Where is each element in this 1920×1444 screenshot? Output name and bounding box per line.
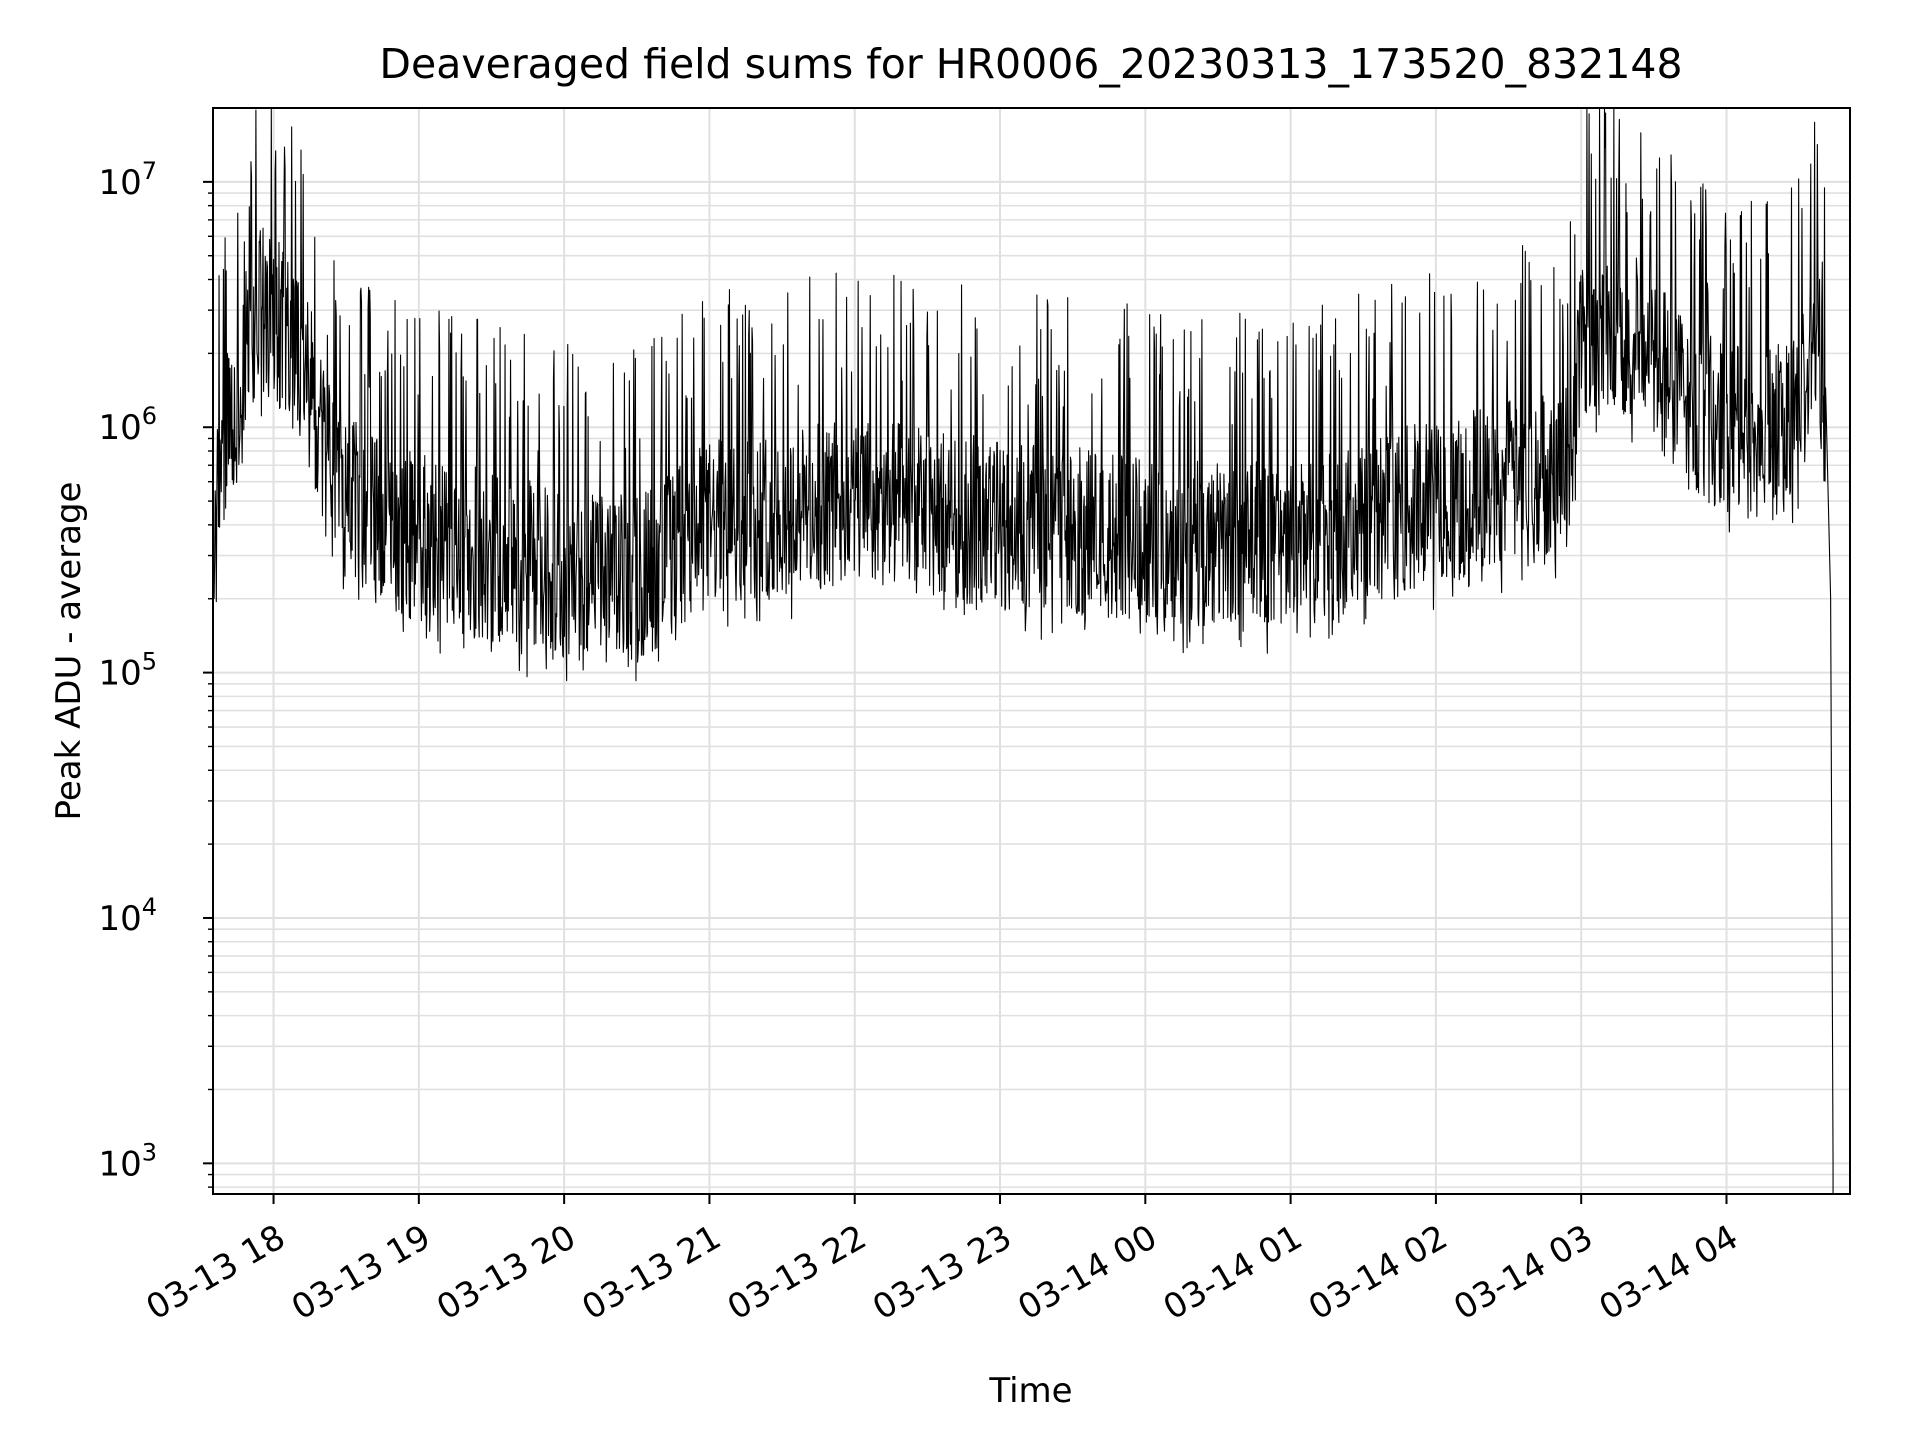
y-tick-label: 105: [98, 648, 157, 694]
y-tick-label: 106: [98, 402, 157, 448]
x-axis-label: Time: [988, 1371, 1072, 1411]
y-axis-label: Peak ADU - average: [49, 482, 89, 821]
y-tick-label: 103: [98, 1138, 157, 1184]
y-tick-label: 107: [98, 157, 157, 203]
series-layer: [212, 107, 1834, 1194]
y-tick-label: 104: [98, 893, 157, 939]
y-axis-ticks: 103 104 105 106 107: [98, 157, 213, 1188]
plot-area-frame: [212, 107, 1851, 1195]
minor-gridlines: [213, 192, 1850, 1188]
series-line: [212, 107, 1834, 1194]
chart-title: Deaveraged field sums for HR0006_2023031…: [379, 40, 1682, 88]
major-gridlines: [213, 108, 1850, 1194]
